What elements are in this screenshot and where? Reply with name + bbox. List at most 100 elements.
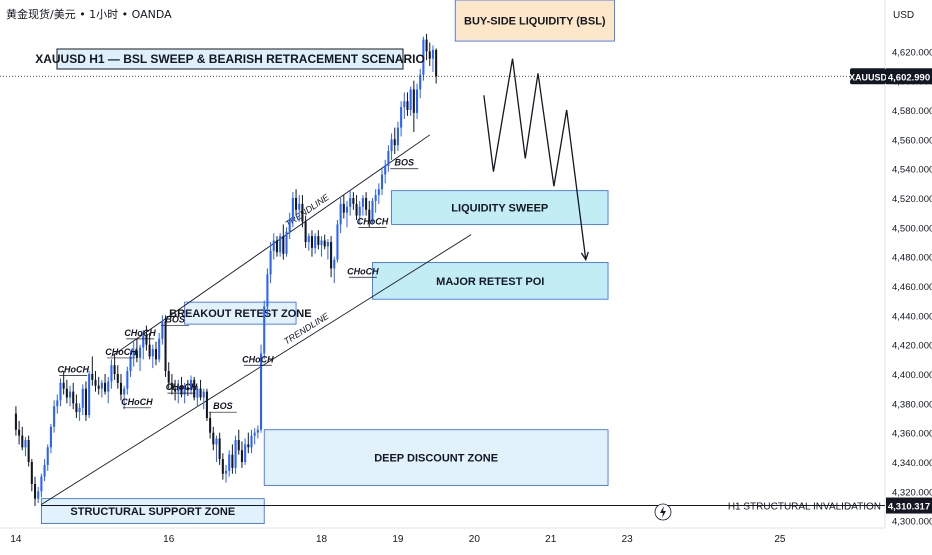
buy-side-liquidity-zone <box>454 0 615 42</box>
projection-arrowhead <box>580 251 589 262</box>
time-tick-label: 25 <box>774 534 786 545</box>
time-tick-label: 21 <box>545 534 557 545</box>
candle <box>358 206 361 216</box>
structure-label-choch: CHoCH <box>121 397 153 407</box>
lightning-icon-bolt <box>660 506 666 518</box>
last-price-badge <box>886 68 932 85</box>
candle <box>148 344 151 357</box>
candle <box>43 464 46 477</box>
candle <box>250 435 253 448</box>
price-tick-label: 4,440.000 <box>892 311 932 322</box>
major-retest-poi-zone <box>372 262 609 300</box>
candle <box>279 236 282 253</box>
candle <box>161 321 164 339</box>
structural-support-zone <box>40 498 265 524</box>
candle <box>317 236 320 245</box>
candle <box>263 306 266 354</box>
structure-label-bos: BOS <box>165 315 185 325</box>
invalidation-price-label: 4,310.317 <box>888 502 930 513</box>
chart-title-group: XAUUSD H1 — BSL SWEEP & BEARISH RETRACEM… <box>35 48 425 70</box>
candle <box>323 240 326 247</box>
candle <box>304 221 307 242</box>
price-tick-label: 4,380.000 <box>892 399 932 410</box>
candle <box>352 198 355 204</box>
candle <box>301 203 304 222</box>
candle <box>81 388 84 408</box>
candle <box>396 127 399 146</box>
candle <box>272 240 275 251</box>
candle <box>170 382 173 389</box>
candle <box>205 391 208 418</box>
candle <box>377 189 380 196</box>
candle <box>231 454 234 468</box>
candle <box>288 220 291 232</box>
candle <box>390 139 393 152</box>
candle <box>307 236 310 242</box>
candle <box>228 454 231 471</box>
candle <box>107 381 110 392</box>
candle <box>180 385 183 395</box>
candle <box>100 382 103 389</box>
candle <box>65 388 68 398</box>
candle <box>116 374 119 383</box>
candle <box>256 429 259 433</box>
candle <box>244 444 247 462</box>
candle <box>158 338 161 360</box>
structure-label-bos: BOS <box>395 158 415 168</box>
candle <box>40 476 43 492</box>
candle <box>215 438 218 445</box>
candle <box>33 484 37 499</box>
price-tick-label: 4,560.000 <box>892 135 932 146</box>
candle <box>119 382 123 395</box>
symbol-header[interactable]: 黄金现货/美元 • 1小时 • OANDA <box>6 8 172 21</box>
price-tick-label: 4,480.000 <box>892 253 932 264</box>
candle <box>285 231 288 254</box>
price-tick-label: 4,360.000 <box>892 429 932 440</box>
candle <box>374 195 377 201</box>
candle <box>123 388 126 395</box>
time-tick-label: 14 <box>10 534 22 545</box>
candle <box>174 388 177 392</box>
candle <box>349 198 352 207</box>
candle <box>56 400 59 407</box>
candle <box>371 200 374 222</box>
candle <box>37 491 40 499</box>
time-tick-label: 16 <box>163 534 175 545</box>
structure-label-choch: CHoCH <box>57 365 89 375</box>
candle <box>62 382 65 389</box>
price-tick-label: 4,500.000 <box>892 223 932 234</box>
time-tick-label: 20 <box>469 534 481 545</box>
structure-label-bos: BOS <box>213 401 233 411</box>
candle <box>186 387 189 391</box>
price-tick-label: 4,580.000 <box>892 106 932 117</box>
price-tick-label: 4,540.000 <box>892 165 932 176</box>
buy-side-liquidity-zone-label: BUY-SIDE LIQUIDITY (BSL) <box>464 16 606 28</box>
price-tick-label: 4,620.000 <box>892 47 932 58</box>
candle <box>431 49 434 59</box>
projection-path <box>483 58 587 260</box>
candle <box>145 335 148 345</box>
candle <box>336 224 339 260</box>
candle <box>384 165 387 175</box>
candle <box>409 89 412 110</box>
candle <box>75 403 78 413</box>
candle <box>110 365 113 382</box>
candle <box>320 240 323 245</box>
candle <box>253 432 256 436</box>
liquidity-sweep-zone <box>391 190 609 225</box>
deep-discount-zone-label: DEEP DISCOUNT ZONE <box>374 453 498 465</box>
candle <box>326 242 329 247</box>
candle <box>193 379 196 398</box>
candle <box>403 101 406 108</box>
candle <box>202 391 205 398</box>
candle <box>59 382 62 401</box>
candle <box>78 407 81 413</box>
breakout-retest-zone-label: BREAKOUT RETEST ZONE <box>169 308 311 320</box>
time-tick-label: 19 <box>392 534 404 545</box>
candle <box>310 236 314 248</box>
candle <box>237 440 240 451</box>
price-tick-label: 4,460.000 <box>892 282 932 293</box>
candle <box>298 203 301 210</box>
